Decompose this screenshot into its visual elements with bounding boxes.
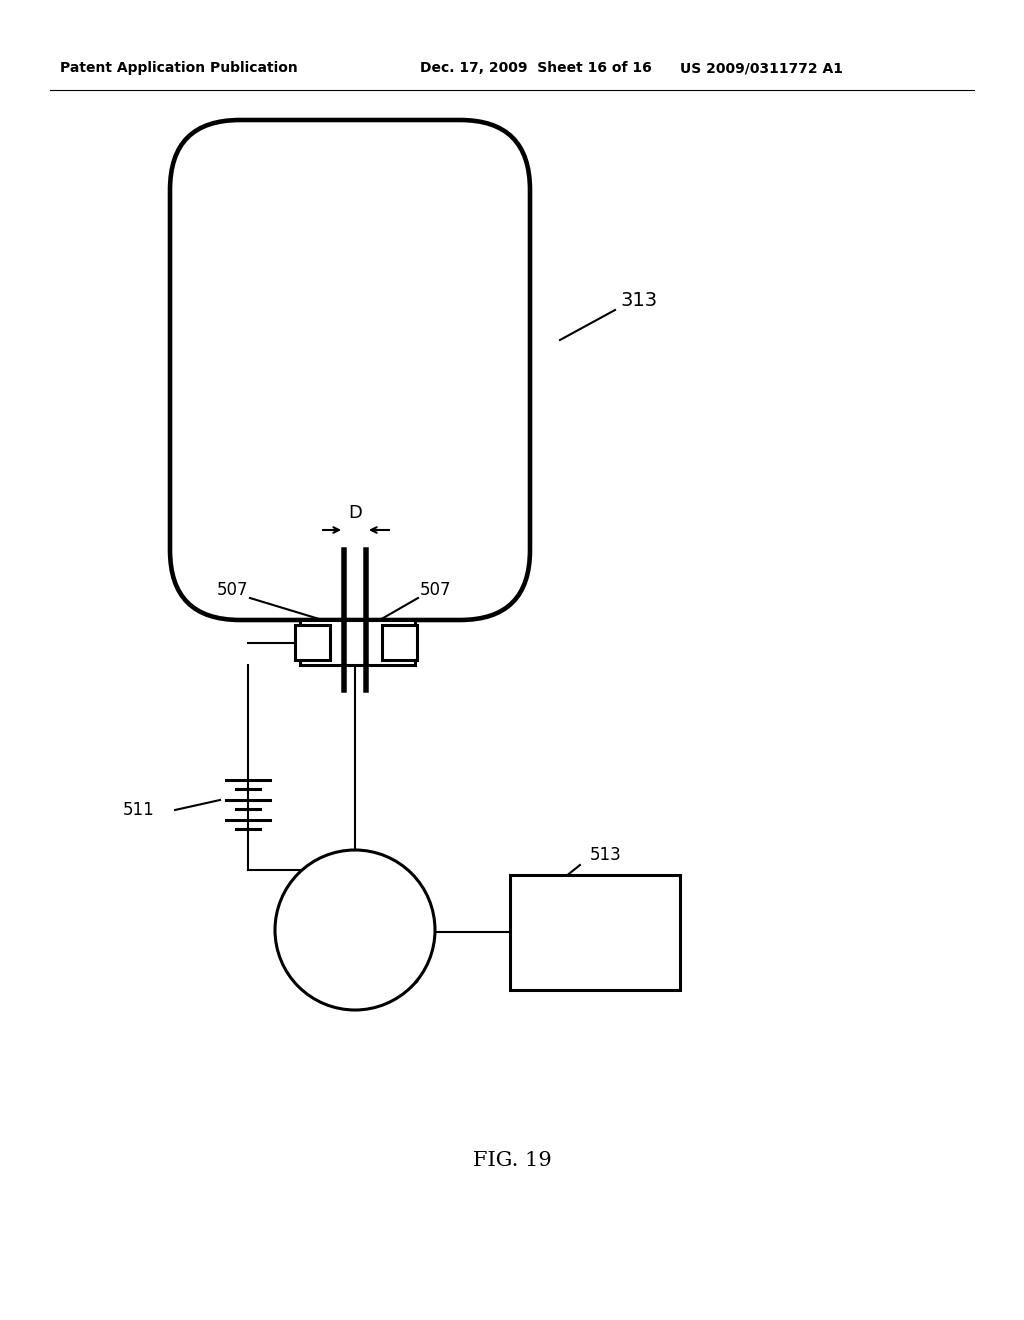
Text: Dec. 17, 2009  Sheet 16 of 16: Dec. 17, 2009 Sheet 16 of 16 [420, 61, 651, 75]
Text: US 2009/0311772 A1: US 2009/0311772 A1 [680, 61, 843, 75]
Bar [300, 620, 415, 665]
Text: 313: 313 [620, 290, 657, 309]
Text: 507: 507 [216, 581, 248, 599]
Bar [295, 624, 330, 660]
Text: D: D [348, 504, 361, 521]
Text: 511: 511 [123, 801, 155, 818]
Text: Patent Application Publication: Patent Application Publication [60, 61, 298, 75]
FancyBboxPatch shape [170, 120, 530, 620]
Bar [510, 875, 680, 990]
Bar [382, 624, 417, 660]
Text: 509: 509 [390, 970, 422, 987]
Circle shape [275, 850, 435, 1010]
Text: 507: 507 [420, 581, 452, 599]
Text: FIG. 19: FIG. 19 [473, 1151, 551, 1170]
Text: 513: 513 [590, 846, 622, 865]
